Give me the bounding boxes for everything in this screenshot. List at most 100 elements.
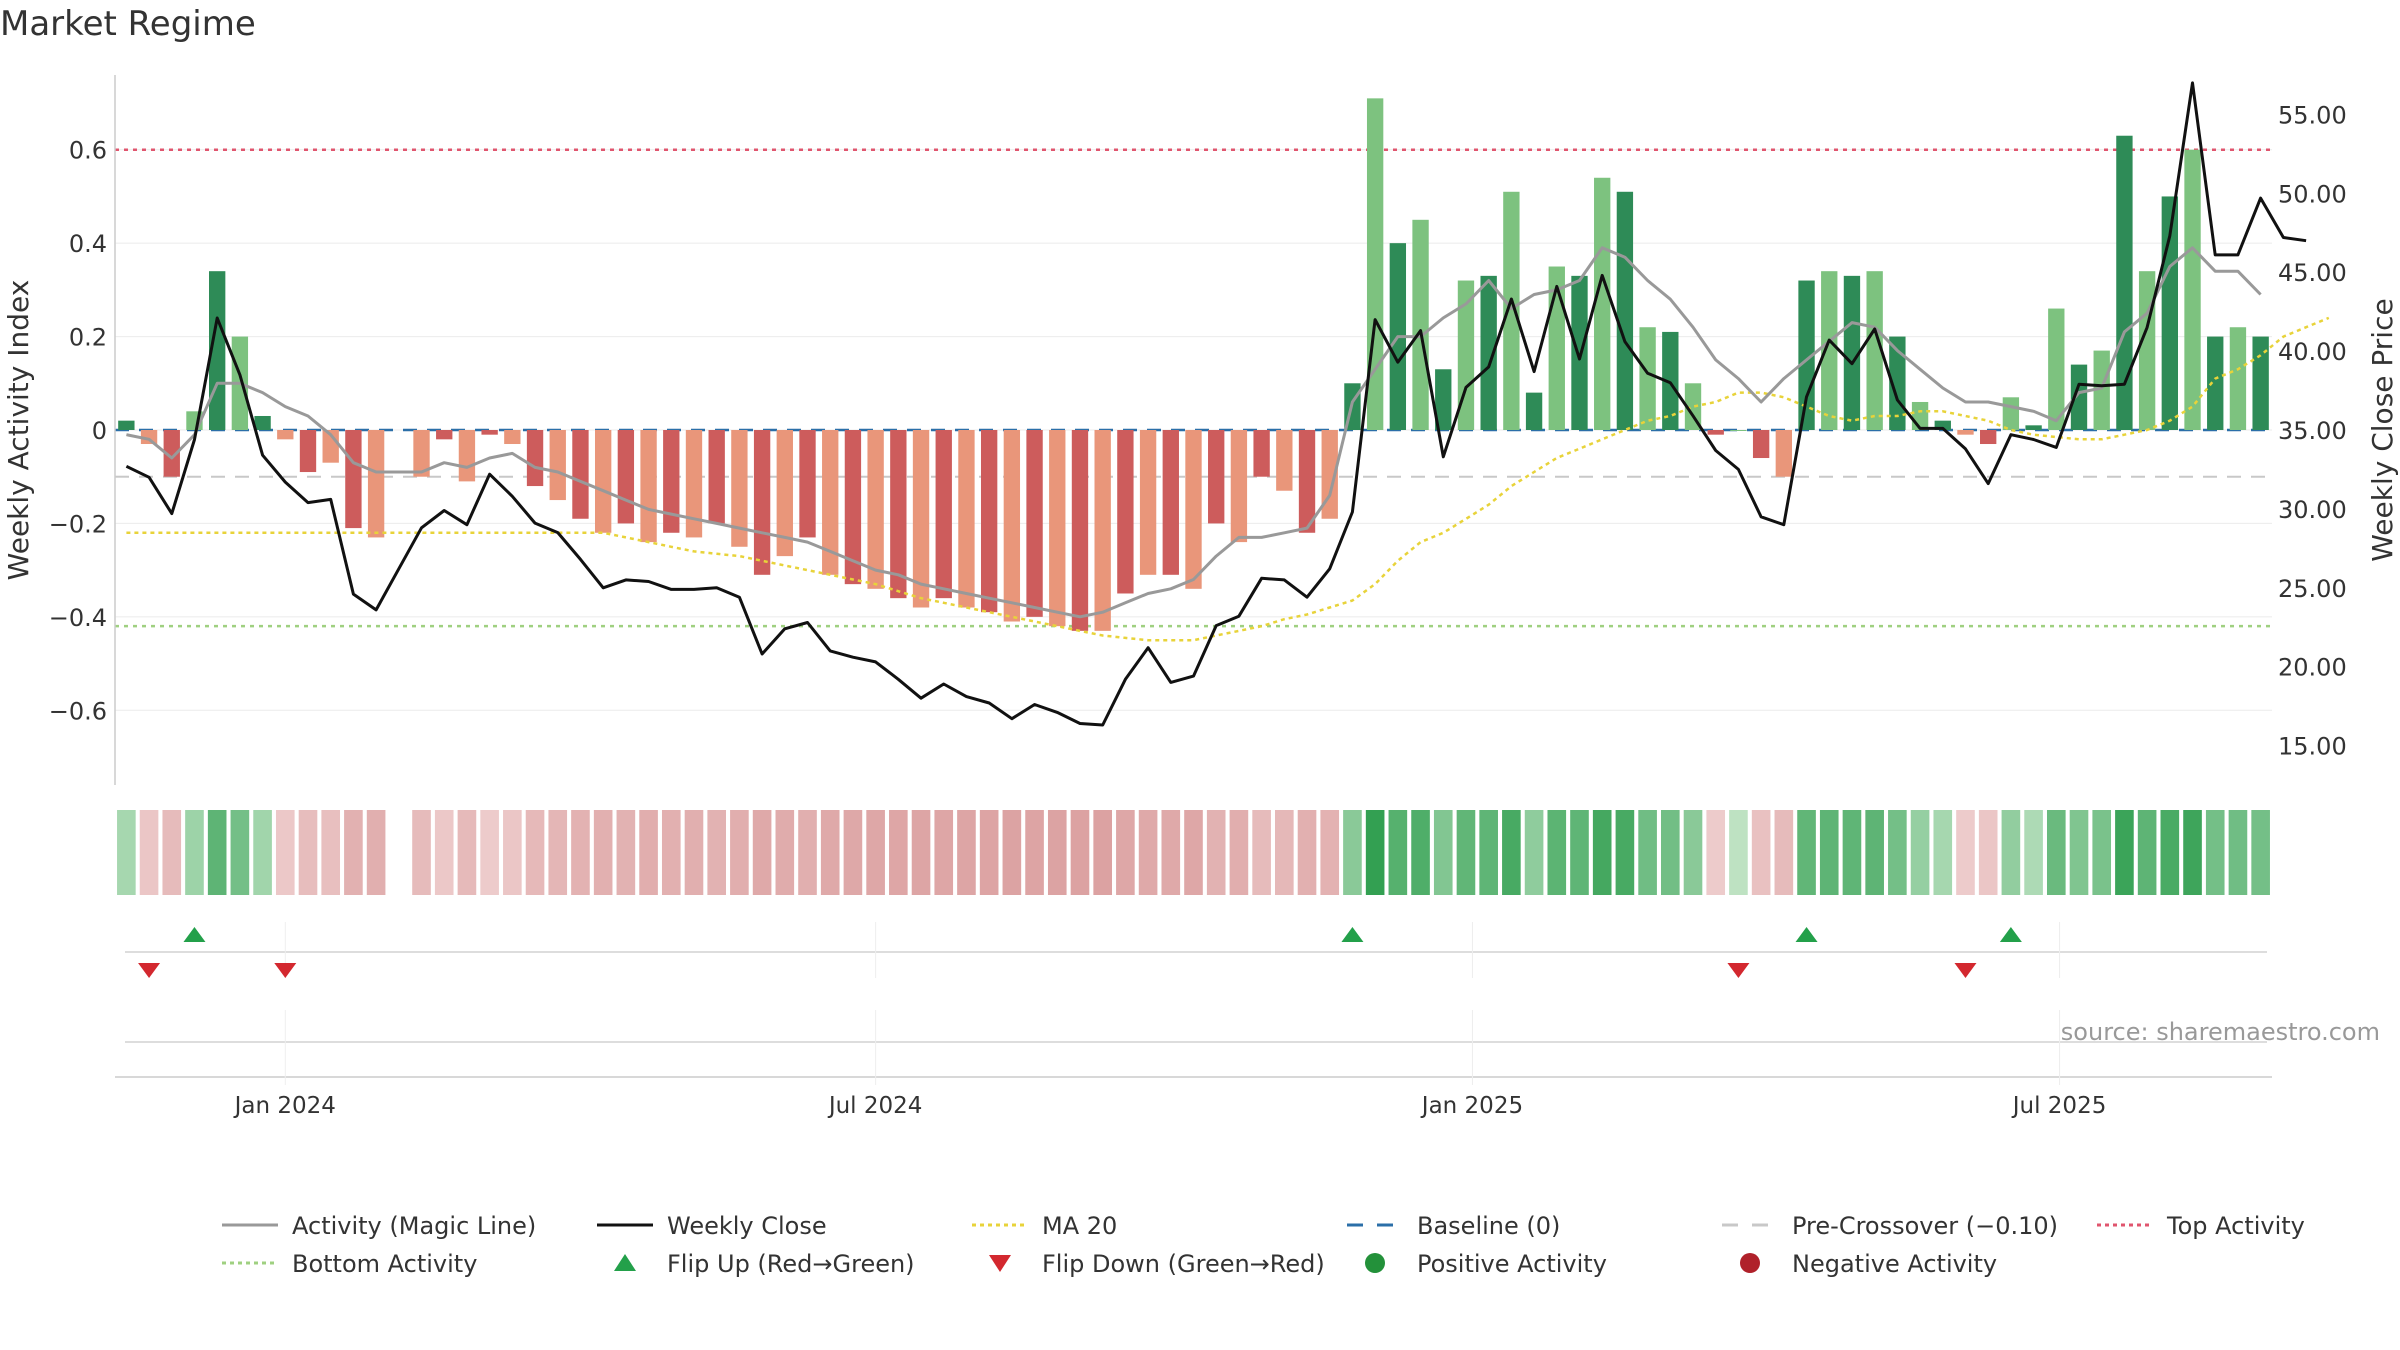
activity-bar xyxy=(1480,275,1497,430)
activity-bar xyxy=(912,430,930,608)
flip-up-marker xyxy=(1999,927,2022,942)
regime-strip-cell xyxy=(253,810,272,895)
y-axis-title-left: Weekly Activity Index xyxy=(2,280,35,581)
activity-bar xyxy=(436,430,453,440)
y-tick-label-left: −0.2 xyxy=(49,510,107,538)
regime-strip-cell xyxy=(434,810,454,895)
regime-strip-cell xyxy=(1615,810,1635,895)
activity-bar xyxy=(1230,430,1248,543)
activity-bar xyxy=(1139,430,1157,575)
legend-label: Flip Up (Red→Green) xyxy=(667,1250,915,1278)
regime-strip-cell xyxy=(911,810,931,895)
activity-bar xyxy=(1071,430,1089,631)
legend-label: Flip Down (Green→Red) xyxy=(1042,1250,1325,1278)
regime-strip-cell xyxy=(2137,810,2157,895)
activity-bar xyxy=(1798,280,1815,430)
y-tick-label-left: 0.2 xyxy=(69,324,107,352)
activity-bar xyxy=(1049,430,1066,627)
regime-strip-cell xyxy=(2092,810,2112,895)
x-tick-label: Jan 2024 xyxy=(233,1093,336,1119)
activity-bar xyxy=(549,430,566,501)
activity-bar xyxy=(867,430,884,589)
regime-strip-cell xyxy=(1570,810,1589,895)
regime-strip-cell xyxy=(820,810,840,895)
regime-strip-cell xyxy=(480,810,499,895)
regime-strip-cell xyxy=(639,810,658,895)
activity-bar xyxy=(935,430,952,599)
activity-bar xyxy=(163,430,180,477)
activity-bar xyxy=(844,430,862,585)
flip-up-marker xyxy=(183,927,206,942)
weekly-close-line xyxy=(125,81,2307,727)
regime-strip-cell xyxy=(1774,810,1794,895)
activity-bar xyxy=(685,430,703,538)
flip-up-marker xyxy=(1795,927,1818,942)
activity-bar xyxy=(1639,327,1656,430)
chart-title: Market Regime xyxy=(0,4,256,44)
regime-strip-cell xyxy=(1047,810,1067,895)
activity-bar xyxy=(1094,430,1111,631)
legend-item: Pre-Crossover (−0.10) xyxy=(1722,1212,2058,1240)
regime-strip-cell xyxy=(1365,810,1385,895)
activity-bar xyxy=(980,430,998,613)
activity-bar xyxy=(1276,430,1293,491)
regime-strip-cell xyxy=(1842,810,1862,895)
legend-item: Baseline (0) xyxy=(1347,1212,1560,1240)
activity-bar xyxy=(731,430,748,547)
activity-bar xyxy=(2002,397,2020,430)
legend-label: Negative Activity xyxy=(1792,1250,1997,1278)
regime-strip-cell xyxy=(162,810,182,895)
regime-strip-cell xyxy=(889,810,908,895)
activity-bar xyxy=(753,430,771,575)
regime-strip-cell xyxy=(457,810,477,895)
regime-strip-cell xyxy=(1479,810,1498,895)
regime-strip-cell xyxy=(275,810,295,895)
activity-bar xyxy=(1821,271,1838,430)
legend-item: Negative Activity xyxy=(1740,1250,1997,1278)
regime-strip-cell xyxy=(2251,810,2270,895)
activity-bar xyxy=(1866,271,1883,430)
regime-strip-cell xyxy=(1888,810,1907,895)
activity-bar xyxy=(1321,430,1338,519)
legend-item: Activity (Magic Line) xyxy=(222,1212,536,1240)
activity-bar xyxy=(1412,219,1429,430)
regime-strip-cell xyxy=(934,810,954,895)
x-tick-label: Jul 2024 xyxy=(827,1093,923,1119)
regime-strip-cell xyxy=(366,810,386,895)
legend-item: Weekly Close xyxy=(597,1212,827,1240)
legend-item: MA 20 xyxy=(972,1212,1117,1240)
regime-strip-cell xyxy=(207,810,227,895)
activity-bar xyxy=(345,430,362,529)
activity-bar xyxy=(890,430,907,599)
regime-strip-cell xyxy=(684,810,704,895)
flip-down-marker xyxy=(274,963,297,978)
regime-strip-cell xyxy=(979,810,999,895)
legend-swatch xyxy=(989,1255,1011,1272)
activity-bar xyxy=(2252,336,2269,430)
flip-down-marker xyxy=(1727,963,1750,978)
regime-strip-cell xyxy=(2160,810,2180,895)
activity-bar xyxy=(1503,191,1520,430)
legend-swatch xyxy=(614,1254,636,1271)
activity-bar xyxy=(1684,383,1702,430)
y-tick-label-right: 40.00 xyxy=(2278,338,2347,366)
regime-strip-cell xyxy=(775,810,795,895)
activity-bar xyxy=(1616,191,1634,430)
regime-strip-cell xyxy=(230,810,250,895)
regime-strip-cell xyxy=(548,810,568,895)
activity-bar xyxy=(1525,392,1543,430)
regime-strip-cell xyxy=(661,810,681,895)
regime-strip-cell xyxy=(1229,810,1249,895)
activity-bar xyxy=(776,430,793,557)
regime-strip-cell xyxy=(730,810,749,895)
activity-bar xyxy=(1752,430,1770,459)
legend-label: Weekly Close xyxy=(667,1212,827,1240)
regime-strip-cell xyxy=(1797,810,1816,895)
activity-bar xyxy=(1730,430,1747,431)
regime-strip-cell xyxy=(1683,810,1703,895)
regime-strip-cell xyxy=(1388,810,1408,895)
y-tick-label-right: 45.00 xyxy=(2278,259,2347,287)
regime-strip-cell xyxy=(1865,810,1884,895)
legend-swatch xyxy=(1365,1253,1385,1273)
